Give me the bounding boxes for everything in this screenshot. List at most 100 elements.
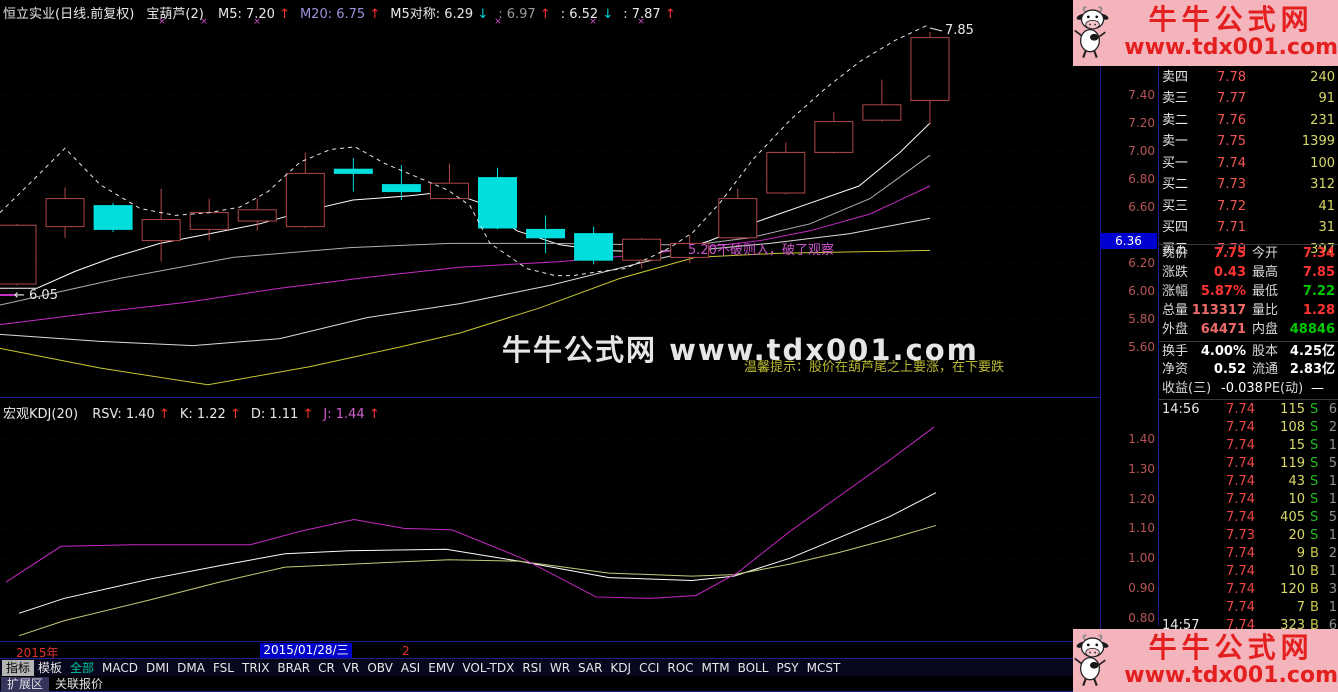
tab-全部[interactable]: 全部 (70, 660, 95, 675)
indicator-button-roc[interactable]: ROC (667, 660, 694, 675)
quote-label: 量比 (1252, 303, 1279, 318)
tab-指标[interactable]: 指标 (2, 659, 35, 676)
indicator-button-mtm[interactable]: MTM (701, 660, 730, 675)
tab-模板[interactable]: 模板 (38, 660, 63, 675)
indicator-button-vol-tdx[interactable]: VOL-TDX (462, 660, 515, 675)
price-tick: 5.60 (1128, 340, 1155, 354)
tick-price: 7.74 (1226, 402, 1255, 417)
level-price: 7.70 (1217, 241, 1246, 257)
ask-row[interactable]: 卖二 7.76 231 (1159, 113, 1338, 129)
metric-: : 6.52 ↓ (560, 7, 614, 22)
tick-side: B (1310, 582, 1319, 597)
banner-site-name: 牛牛公式网 (1148, 630, 1314, 664)
bid-row[interactable]: 买一 7.74 100 (1159, 156, 1338, 172)
tick-volume: 108 (1280, 420, 1305, 435)
tip-text: 温馨提示：股价在葫芦尾之上要涨，在下要跌 (744, 360, 1005, 375)
quote-label: 外盘 (1162, 322, 1189, 337)
quote-value: 7.34 (1302, 246, 1335, 261)
tick-count: 3 (1328, 582, 1337, 597)
quote-label: 换手 (1162, 344, 1189, 359)
indicator-button-vr[interactable]: VR (342, 660, 360, 675)
tick-volume: 119 (1280, 456, 1305, 471)
tick-row: 7.74 120 B 3 (1159, 582, 1338, 598)
indicator-button-emv[interactable]: EMV (428, 660, 455, 675)
tick-row: 7.74 43 S 1 (1159, 474, 1338, 490)
quote-value: 7.22 (1302, 284, 1335, 299)
tick-price: 7.74 (1226, 564, 1255, 579)
banner-url: www.tdx001.com (1124, 662, 1338, 688)
level-price: 7.77 (1217, 91, 1246, 107)
metric-: : 7.87 ↑ (623, 7, 676, 22)
level-price: 7.78 (1217, 70, 1246, 85)
tick-count: 1 (1328, 438, 1337, 453)
indicator-button-brar[interactable]: BRAR (277, 660, 311, 675)
indicator-button-mcst[interactable]: MCST (806, 660, 841, 675)
indicator-button-rsi[interactable]: RSI (522, 660, 542, 675)
down-arrow-icon: ↓ (477, 7, 489, 22)
indicator-name: 宝葫芦(2) (146, 7, 204, 22)
indicator-button-cr[interactable]: CR (318, 660, 335, 675)
up-arrow-icon: ↑ (369, 7, 381, 22)
indicator-button-sar[interactable]: SAR (578, 660, 603, 675)
bottom-tab-linked-quotes[interactable]: 关联报价 (55, 676, 104, 691)
ask-row[interactable]: 卖三 7.77 91 (1159, 91, 1338, 107)
tick-count: 6 (1328, 402, 1337, 417)
tick-row: 7.73 20 S 1 (1159, 528, 1338, 544)
level-label: 买二 (1162, 177, 1189, 193)
bid-row[interactable]: 买五 7.70 397 (1159, 242, 1338, 258)
bid-row[interactable]: 买三 7.72 41 (1159, 199, 1338, 215)
indicator-button-psy[interactable]: PSY (776, 660, 799, 675)
tick-count: 5 (1328, 510, 1337, 525)
quote-value: 0.43 (1213, 265, 1246, 280)
tick-count: 1 (1328, 528, 1337, 543)
divider (1159, 244, 1338, 245)
up-arrow-icon: ↑ (279, 7, 290, 22)
bottom-tab-extension[interactable]: 扩展区 (1, 676, 50, 692)
tick-volume: 9 (1296, 546, 1305, 561)
indicator-button-cci[interactable]: CCI (639, 660, 660, 675)
tick-price: 7.74 (1226, 582, 1255, 597)
ad-banner-top[interactable]: 牛牛公式网 www.tdx001.com (1073, 0, 1338, 66)
indicator-button-macd[interactable]: MACD (102, 660, 139, 675)
ask-row[interactable]: 卖一 7.75 1399 (1159, 134, 1338, 150)
banner-url: www.tdx001.com (1124, 35, 1338, 60)
level-volume: 100 (1310, 156, 1335, 171)
ask-row[interactable]: 卖四 7.78 240 (1159, 70, 1338, 86)
quote-row: 涨幅 5.87% 最低 7.22 (1159, 284, 1338, 300)
down-arrow-icon: ↓ (602, 7, 614, 22)
quote-row: 净资 0.52 流通 2.83亿 (1159, 362, 1338, 378)
kdj-chart[interactable] (0, 400, 1100, 643)
price-tick: 6.60 (1128, 200, 1155, 214)
indicator-button-fsl[interactable]: FSL (212, 660, 234, 675)
tick-price: 7.74 (1226, 438, 1255, 453)
quote-value: 1.28 (1302, 303, 1335, 318)
indicator-button-asi[interactable]: ASI (400, 660, 421, 675)
tick-count: 5 (1328, 456, 1337, 471)
metric-K: K: 1.22 ↑ (179, 407, 241, 422)
indicator-button-dmi[interactable]: DMI (146, 660, 170, 675)
tick-row: 7.74 10 B 1 (1159, 564, 1338, 580)
indicator-button-kdj[interactable]: KDJ (610, 660, 632, 675)
indicator-button-trix[interactable]: TRIX (241, 660, 270, 675)
indicator-button-wr[interactable]: WR (549, 660, 571, 675)
indicator-button-dma[interactable]: DMA (177, 660, 205, 675)
price-tick: 6.20 (1128, 256, 1155, 270)
tick-count: 2 (1328, 546, 1337, 561)
kdj-header: 宏观KDJ(20) RSV: 1.40 ↑ K: 1.22 ↑ D: 1.11 ↑ J… (3, 403, 380, 422)
tick-volume: 120 (1280, 582, 1305, 597)
up-arrow-icon: ↑ (229, 407, 241, 422)
quote-label: 今开 (1252, 246, 1279, 261)
ad-banner-bottom[interactable]: 牛牛公式网 www.tdx001.com (1073, 629, 1338, 692)
bid-row[interactable]: 买二 7.73 312 (1159, 177, 1338, 193)
indicator-button-boll[interactable]: BOLL (737, 660, 769, 675)
indicator-button-obv[interactable]: OBV (367, 660, 393, 675)
kdj-values: RSV: 1.40 ↑ K: 1.22 ↑ D: 1.11 ↑ J: 1.44 ↑ (82, 407, 380, 422)
quote-label: 流通 (1252, 362, 1279, 377)
bottom-tabs: 扩展区 关联报价 (0, 676, 1338, 692)
price-tick: 7.40 (1128, 88, 1155, 102)
price-tick: 5.80 (1128, 312, 1155, 326)
cow-mascot-icon (1074, 6, 1109, 58)
tick-side: S (1310, 456, 1319, 471)
bid-row[interactable]: 买四 7.71 31 (1159, 220, 1338, 236)
tick-count: 6 (1328, 618, 1337, 633)
